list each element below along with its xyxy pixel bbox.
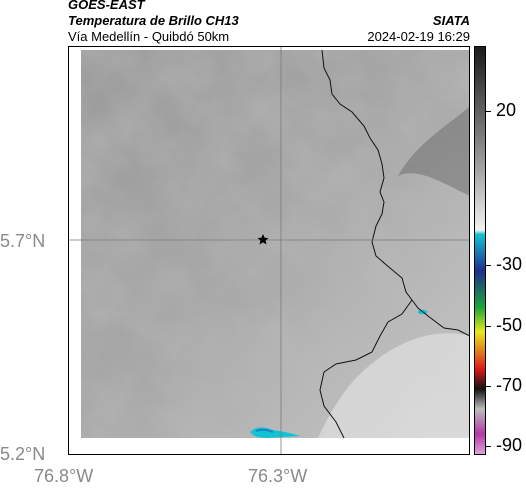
boundary-line-south [319,299,413,439]
lat-tick-label: 5.2°N [0,444,46,464]
dark-cloud-patch [398,106,470,196]
region-subtitle: Vía Medellín - Quibdó 50km [68,29,230,44]
colorbar-label: -90 [496,435,523,455]
colorbar-label: -50 [496,315,523,335]
product-title: Temperatura de Brillo CH13 [68,13,239,28]
lat-tick-label: 5.7°N [0,231,46,251]
colorbar-label: -30 [496,254,523,274]
colorbar-tick [486,386,491,387]
clear-patch [318,333,470,438]
colorbar [474,46,486,455]
colorbar-tick [486,265,491,266]
colorbar-label: -70 [496,375,523,395]
datetime-label: 2024-02-19 16:29 [367,29,470,44]
colorbar-tick [486,326,491,327]
location-star-marker [257,234,269,245]
lon-tick-label: 76.8°W [34,466,94,486]
satellite-name: GOES-EAST [68,0,145,12]
colorbar-tick [486,446,491,447]
colorbar-tick [486,111,491,112]
colorbar-label: 20 [496,100,517,120]
boundary-line [321,49,470,337]
agency-label: SIATA [432,13,470,28]
map-frame [68,46,470,455]
satellite-map [68,46,470,455]
lon-tick-label: 76.3°W [248,466,308,486]
